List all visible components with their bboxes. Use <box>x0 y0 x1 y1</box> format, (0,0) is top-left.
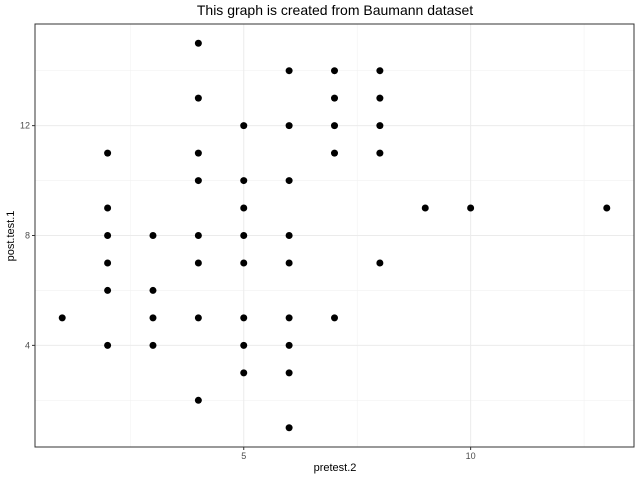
data-point <box>376 94 384 102</box>
data-point <box>104 149 112 157</box>
data-point <box>104 232 112 239</box>
y-axis-label: post.test.1 <box>5 211 17 262</box>
data-point <box>149 341 157 349</box>
data-point <box>467 204 475 212</box>
x-axis-ticks: 5 10 <box>241 447 476 461</box>
data-point <box>194 149 202 157</box>
chart-title: This graph is created from Baumann datas… <box>197 2 473 18</box>
data-point <box>331 149 338 157</box>
y-tick-label: 12 <box>20 121 30 131</box>
data-point <box>194 314 202 322</box>
data-point <box>240 204 248 212</box>
data-point <box>421 204 429 212</box>
data-point <box>58 314 66 322</box>
data-point <box>194 39 202 47</box>
data-point <box>376 122 384 130</box>
x-tick-label: 10 <box>466 451 476 461</box>
data-point <box>285 67 293 75</box>
data-point <box>104 286 112 294</box>
data-point <box>331 122 338 130</box>
data-point <box>603 204 611 212</box>
data-point <box>285 259 293 267</box>
data-point <box>194 94 202 102</box>
data-point <box>149 232 157 239</box>
data-point <box>240 177 248 185</box>
data-point <box>285 232 293 239</box>
data-point <box>240 122 248 130</box>
data-points <box>58 39 611 432</box>
data-point <box>240 341 248 349</box>
grid-major <box>35 24 634 447</box>
y-tick-label: 8 <box>25 231 30 241</box>
x-axis-label: pretest.2 <box>314 462 357 474</box>
data-point <box>331 314 338 322</box>
data-point <box>194 396 202 404</box>
data-point <box>149 286 157 294</box>
data-point <box>376 67 384 75</box>
data-point <box>285 369 293 377</box>
y-axis-ticks: 4 8 12 <box>20 121 35 350</box>
data-point <box>194 259 202 267</box>
data-point <box>240 232 248 239</box>
data-point <box>240 369 248 377</box>
x-tick-label: 5 <box>241 451 246 461</box>
data-point <box>194 177 202 185</box>
data-point <box>240 314 248 322</box>
y-tick-label: 4 <box>25 340 30 350</box>
data-point <box>104 204 112 212</box>
data-point <box>285 177 293 185</box>
data-point <box>285 341 293 349</box>
data-point <box>376 149 384 157</box>
data-point <box>331 67 338 75</box>
data-point <box>331 94 338 102</box>
data-point <box>240 259 248 267</box>
data-point <box>104 259 112 267</box>
data-point <box>285 424 293 432</box>
data-point <box>285 314 293 322</box>
data-point <box>104 341 112 349</box>
data-point <box>194 232 202 239</box>
data-point <box>285 122 293 130</box>
data-point <box>376 259 384 267</box>
data-point <box>149 314 157 322</box>
